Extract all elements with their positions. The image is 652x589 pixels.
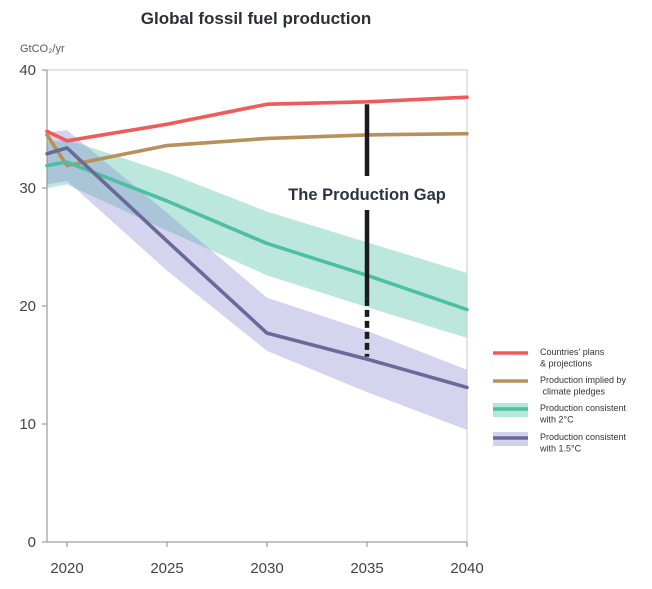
line-production-consistent-with-2-c	[45, 160, 469, 312]
line-countries-plans-projections	[45, 95, 469, 143]
x-tick-label: 2035	[350, 560, 383, 577]
y-tick-label: 20	[19, 298, 36, 315]
legend-label: climate pledges	[540, 387, 606, 397]
chart-title: Global fossil fuel production	[141, 9, 371, 28]
legend-label: with 1.5°C	[539, 444, 582, 454]
y-axis-unit-label: GtCO₂/yr	[20, 43, 65, 55]
legend-label: Countries' plans	[540, 347, 605, 357]
legend-label: Production consistent	[540, 432, 627, 442]
legend-item-countries-plans-projections: Countries' plans & projections	[493, 347, 605, 369]
y-axis-ticks: 0 10 20 30 40	[19, 62, 47, 551]
legend-label: & projections	[540, 359, 593, 369]
legend-item-production-implied-by-climate-pledges: Production implied by climate pledges	[493, 375, 627, 397]
line-production-implied-by-climate-pledges	[45, 131, 469, 168]
y-tick-label: 30	[19, 180, 36, 197]
y-tick-label: 40	[19, 62, 36, 79]
y-tick-label: 10	[19, 416, 36, 433]
x-tick-label: 2030	[250, 560, 283, 577]
band-production-consistent-with-1-5-c	[47, 130, 467, 430]
legend-label: with 2°C	[539, 415, 574, 425]
legend-item-production-consistent-with-1-5-c: Production consistent with 1.5°C	[493, 432, 627, 454]
uncertainty-bands	[47, 130, 467, 430]
y-tick-label: 0	[28, 534, 36, 551]
legend-item-production-consistent-with-2-c: Production consistent with 2°C	[493, 403, 627, 425]
x-tick-label: 2025	[150, 560, 183, 577]
legend: Countries' plans & projections Production …	[493, 347, 627, 454]
series-lines	[45, 95, 469, 390]
x-tick-label: 2040	[450, 560, 483, 577]
production-gap-label: The Production Gap	[288, 186, 446, 204]
line-production-consistent-with-1-5-c	[45, 146, 469, 390]
legend-label: Production consistent	[540, 403, 627, 413]
x-axis-ticks: 2020 2025 2030 2035 2040	[50, 542, 484, 577]
x-tick-label: 2020	[50, 560, 83, 577]
legend-label: Production implied by	[540, 375, 627, 385]
